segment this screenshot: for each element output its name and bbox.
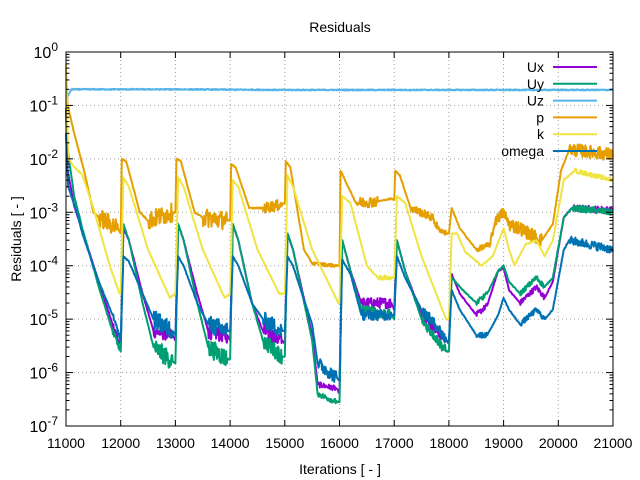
legend-label-omega: omega: [501, 143, 544, 159]
x-tick-labels: 11000 12000 13000 14000 15000 16000 17000 18000…: [47, 435, 633, 451]
x-tick-label: 11000: [47, 435, 85, 451]
legend-label-k: k: [537, 126, 545, 142]
series-line-uz: [65, 87, 614, 100]
x-tick-label: 19000: [484, 435, 523, 451]
ticks: [65, 51, 614, 427]
x-tick-label: 14000: [211, 435, 250, 451]
y-tick-label: 10-7: [30, 414, 59, 436]
x-tick-label: 20000: [539, 435, 578, 451]
x-axis-label: Iterations [ - ]: [299, 461, 381, 477]
series-line-omega: [65, 133, 614, 383]
series-line-p: [65, 68, 614, 268]
y-tick-label: 10-3: [30, 200, 59, 222]
series-line-uy: [65, 107, 614, 405]
x-tick-label: 17000: [375, 435, 414, 451]
legend-label-uy: Uy: [527, 76, 544, 92]
x-tick-label: 16000: [320, 435, 359, 451]
y-tick-label: 100: [34, 40, 59, 62]
y-axis-label: Residuals [ - ]: [8, 196, 24, 282]
y-tick-label: 10-2: [30, 147, 59, 169]
y-tick-label: 10-6: [30, 361, 59, 383]
x-tick-label: 15000: [265, 435, 304, 451]
series-group: [65, 63, 614, 405]
x-tick-label: 18000: [429, 435, 468, 451]
y-tick-label: 10-4: [30, 254, 59, 276]
legend-label-p: p: [536, 109, 544, 125]
x-tick-label: 13000: [156, 435, 195, 451]
series-line-k: [65, 63, 614, 321]
y-tick-labels: 100 10-1 10-2 10-3 10-4 10-5 10-6 10-7: [30, 40, 59, 436]
y-tick-label: 10-5: [30, 307, 59, 329]
chart-title: Residuals: [309, 19, 370, 35]
x-tick-label: 21000: [594, 435, 633, 451]
legend-label-uz: Uz: [527, 93, 544, 109]
y-tick-label: 10-1: [30, 93, 59, 115]
legend-label-ux: Ux: [527, 59, 544, 75]
x-tick-label: 12000: [101, 435, 140, 451]
